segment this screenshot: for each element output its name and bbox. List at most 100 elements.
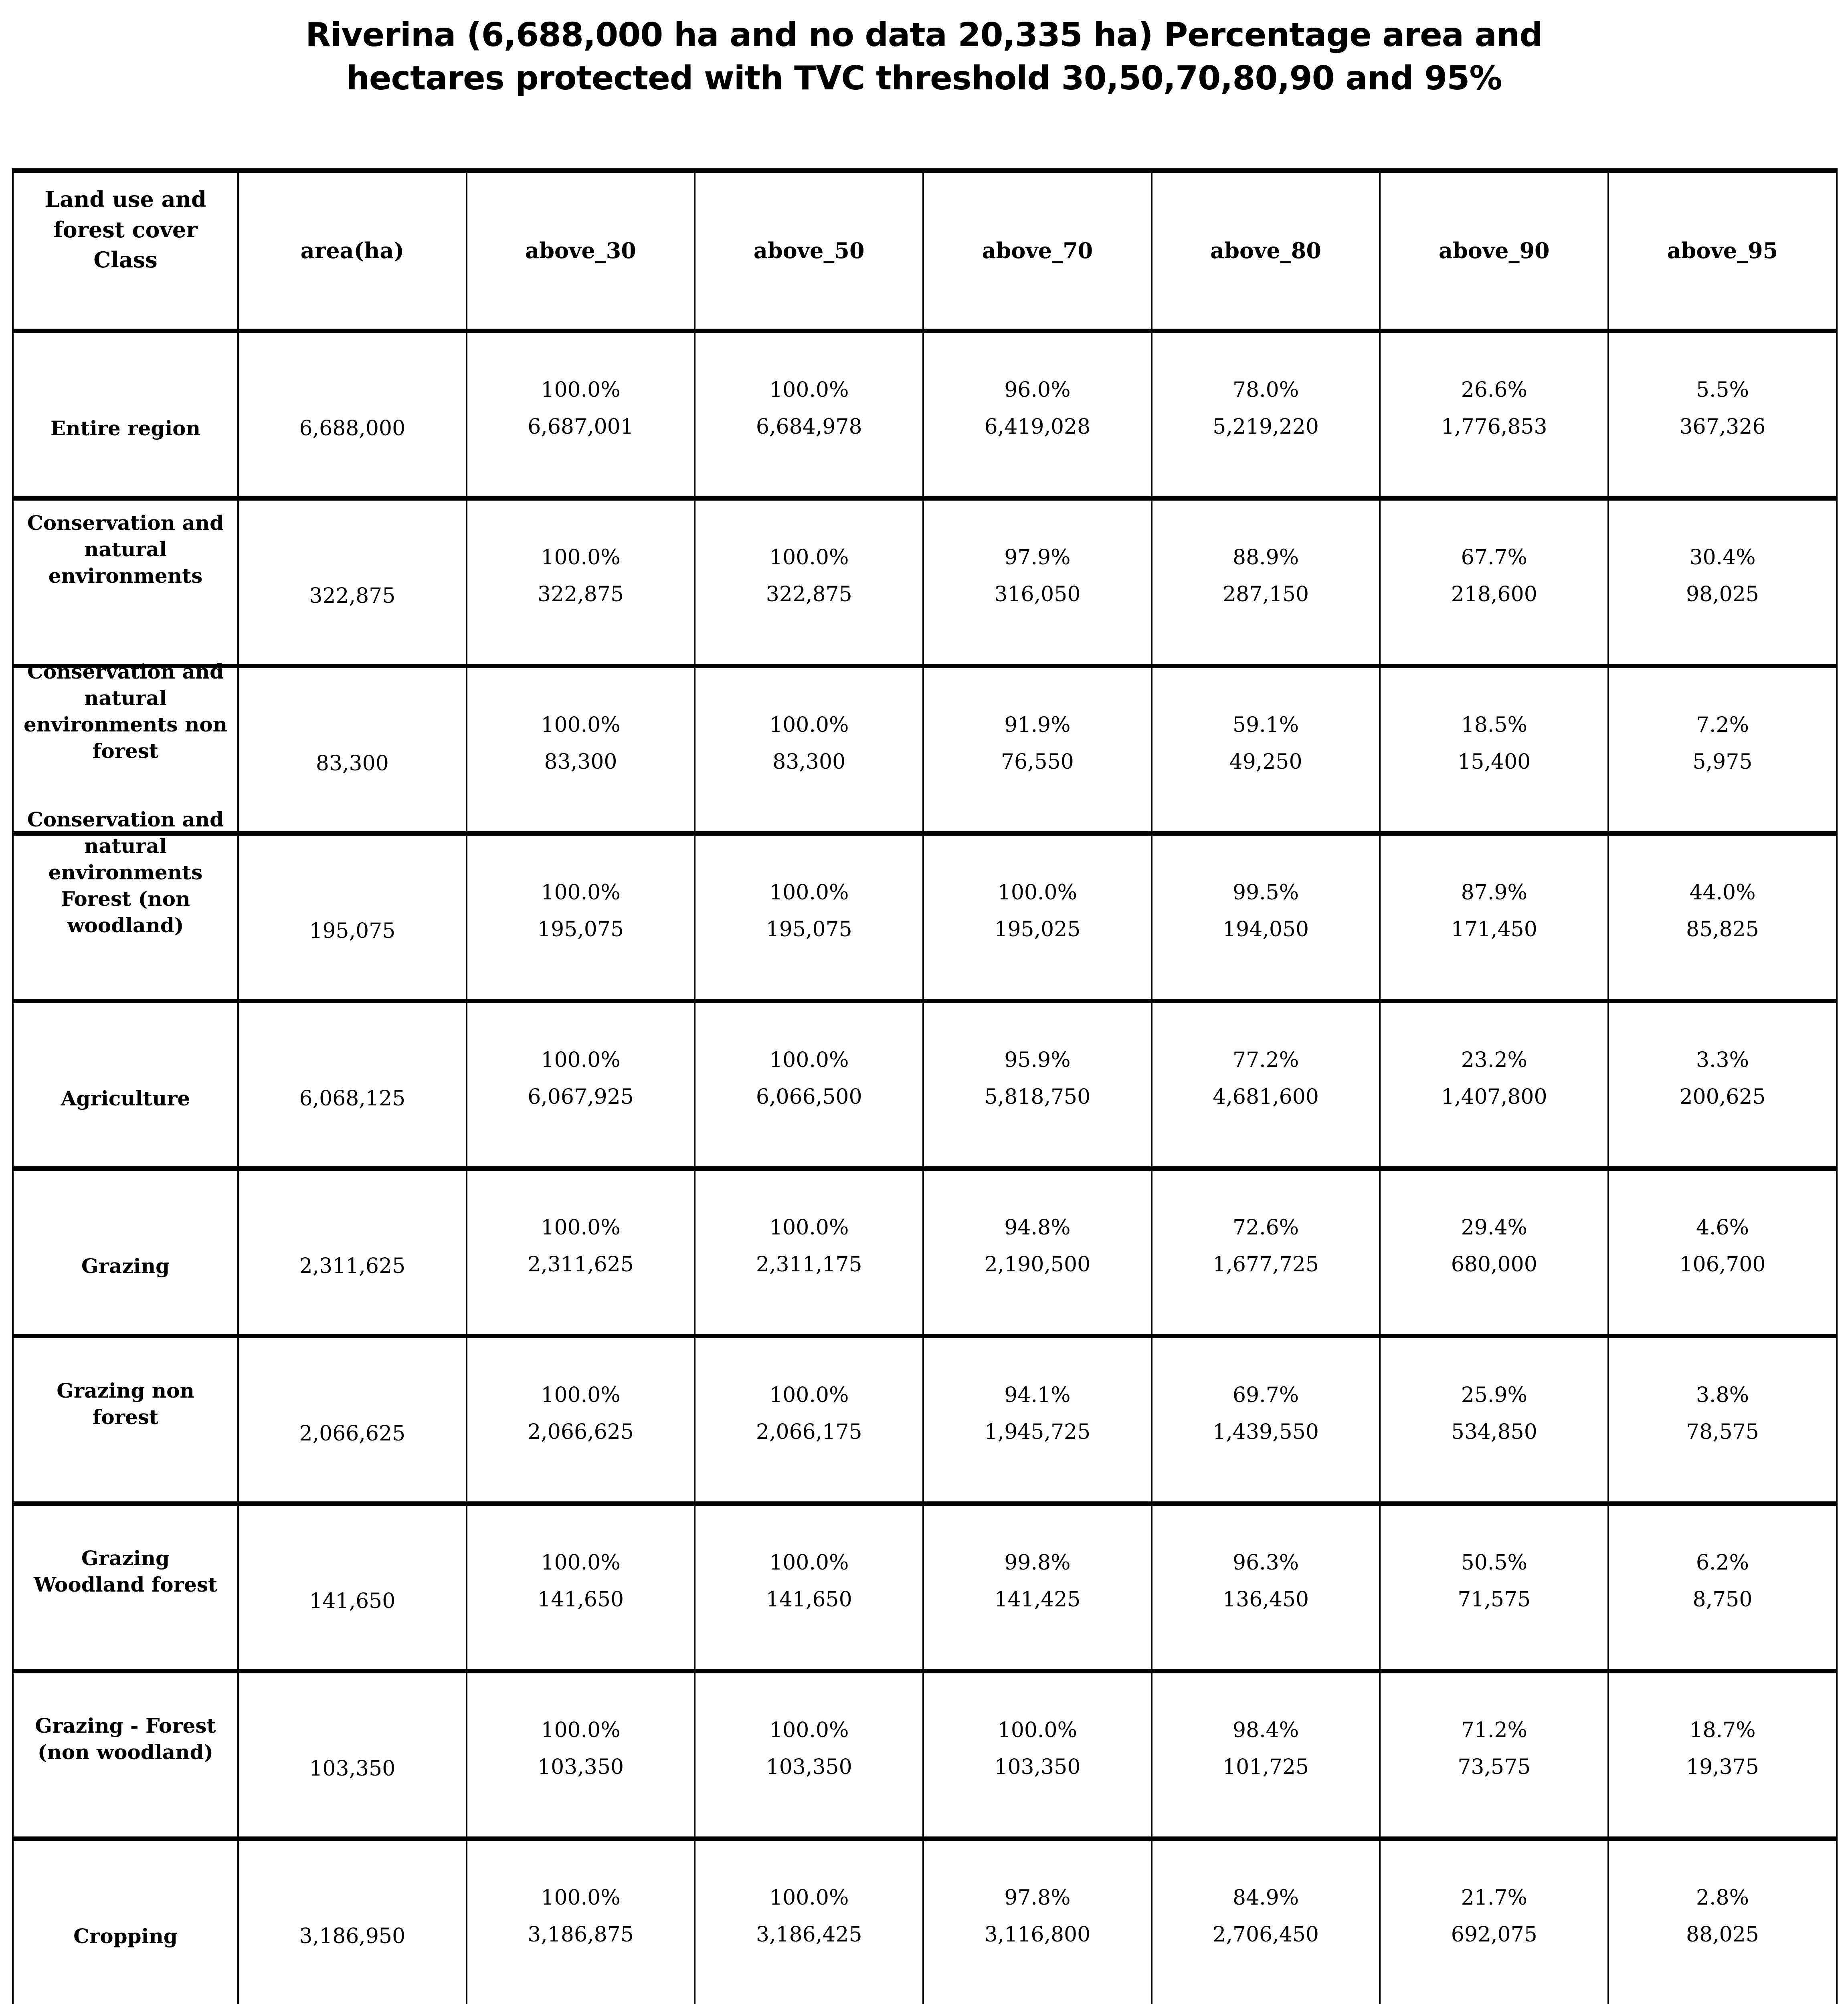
threshold-cell-above_95: 3.3% 200,625 <box>1607 999 1838 1171</box>
threshold-cell-above_95: 30.4% 98,025 <box>1607 496 1838 668</box>
hectares-value: 6,684,978 <box>756 414 862 439</box>
percent-value: 98.4% <box>1232 1718 1299 1742</box>
percent-value: 100.0% <box>541 1215 621 1240</box>
hectares-value: 218,600 <box>1451 582 1537 606</box>
table-row: Grazing non forest 2,066,625 100.0% 2,066,6… <box>12 1334 1838 1506</box>
hectares-value: 194,050 <box>1223 917 1309 941</box>
area-cell: 3,186,950 <box>237 1836 467 2004</box>
threshold-cell-above_70: 97.9% 316,050 <box>922 496 1152 668</box>
percent-value: 25.9% <box>1461 1383 1527 1407</box>
percent-value: 100.0% <box>541 1383 621 1407</box>
hectares-value: 287,150 <box>1223 582 1309 606</box>
threshold-cell-above_80: 88.9% 287,150 <box>1150 496 1381 668</box>
area-cell: 141,650 <box>237 1501 467 1673</box>
percent-value: 29.4% <box>1461 1215 1527 1240</box>
threshold-cell-above_90: 21.7% 692,075 <box>1379 1836 1609 2004</box>
hectares-value: 2,311,625 <box>528 1252 634 1277</box>
column-header-3: above_50 <box>694 168 924 333</box>
column-header-label: above_90 <box>1438 237 1550 263</box>
hectares-value: 88,025 <box>1686 1922 1759 1947</box>
area-cell: 322,875 <box>237 496 467 668</box>
percent-value: 97.9% <box>1004 545 1071 570</box>
hectares-value: 322,875 <box>766 582 852 606</box>
column-header-label: above_95 <box>1667 237 1778 263</box>
threshold-cell-above_70: 100.0% 103,350 <box>922 1669 1152 1841</box>
threshold-cell-above_80: 69.7% 1,439,550 <box>1150 1334 1381 1506</box>
percent-value: 100.0% <box>769 1048 849 1072</box>
percent-value: 18.7% <box>1689 1718 1756 1742</box>
threshold-cell-above_30: 100.0% 6,687,001 <box>465 329 696 501</box>
area-cell: 83,300 <box>237 664 467 836</box>
hectares-value: 1,407,800 <box>1441 1085 1547 1109</box>
column-header-2: above_30 <box>465 168 696 333</box>
hectares-value: 5,818,750 <box>984 1085 1091 1109</box>
area-value: 6,068,125 <box>299 1086 406 1111</box>
percent-value: 100.0% <box>997 1718 1078 1742</box>
hectares-value: 136,450 <box>1223 1587 1309 1612</box>
hectares-value: 73,575 <box>1458 1755 1531 1779</box>
hectares-value: 200,625 <box>1679 1085 1766 1109</box>
hectares-value: 76,550 <box>1001 749 1074 774</box>
threshold-cell-above_95: 6.2% 8,750 <box>1607 1501 1838 1673</box>
threshold-cell-above_30: 100.0% 2,066,625 <box>465 1334 696 1506</box>
percent-value: 26.6% <box>1461 378 1527 402</box>
column-header-5: above_80 <box>1150 168 1381 333</box>
threshold-cell-above_80: 98.4% 101,725 <box>1150 1669 1381 1841</box>
threshold-cell-above_90: 29.4% 680,000 <box>1379 1166 1609 1338</box>
percent-value: 100.0% <box>541 378 621 402</box>
threshold-cell-above_50: 100.0% 195,075 <box>694 831 924 1003</box>
percent-value: 3.3% <box>1696 1048 1749 1072</box>
column-header-label: Land use and forest cover Class <box>44 186 206 273</box>
hectares-value: 106,700 <box>1679 1252 1766 1277</box>
percent-value: 100.0% <box>541 545 621 570</box>
threshold-cell-above_90: 87.9% 171,450 <box>1379 831 1609 1003</box>
table-row: Conservation and natural environments no… <box>12 660 1838 836</box>
threshold-cell-above_95: 7.2% 5,975 <box>1607 664 1838 836</box>
threshold-cell-above_90: 67.7% 218,600 <box>1379 496 1609 668</box>
percent-value: 100.0% <box>769 880 849 905</box>
threshold-cell-above_70: 96.0% 6,419,028 <box>922 329 1152 501</box>
hectares-value: 83,300 <box>544 749 617 774</box>
threshold-cell-above_90: 18.5% 15,400 <box>1379 664 1609 836</box>
percent-value: 67.7% <box>1461 545 1527 570</box>
percent-value: 95.9% <box>1004 1048 1071 1072</box>
row-label: Grazing Woodland forest <box>33 1546 218 1596</box>
percent-value: 94.1% <box>1004 1383 1071 1407</box>
hectares-value: 680,000 <box>1451 1252 1537 1277</box>
threshold-cell-above_90: 26.6% 1,776,853 <box>1379 329 1609 501</box>
hectares-value: 98,025 <box>1686 582 1759 606</box>
hectares-value: 195,075 <box>538 917 624 941</box>
hectares-value: 2,190,500 <box>984 1252 1091 1277</box>
row-label: Agriculture <box>61 1086 190 1110</box>
percent-value: 96.3% <box>1232 1550 1299 1575</box>
hectares-value: 19,375 <box>1686 1755 1759 1779</box>
threshold-cell-above_50: 100.0% 3,186,425 <box>694 1836 924 2004</box>
threshold-cell-above_90: 23.2% 1,407,800 <box>1379 999 1609 1171</box>
percent-value: 100.0% <box>997 880 1078 905</box>
threshold-cell-above_50: 100.0% 322,875 <box>694 496 924 668</box>
percent-value: 100.0% <box>769 378 849 402</box>
threshold-cell-above_90: 50.5% 71,575 <box>1379 1501 1609 1673</box>
hectares-value: 692,075 <box>1451 1922 1537 1947</box>
percent-value: 100.0% <box>769 1383 849 1407</box>
percent-value: 6.2% <box>1696 1550 1749 1575</box>
threshold-cell-above_30: 100.0% 83,300 <box>465 664 696 836</box>
table-row: Grazing - Forest (non woodland) 103,350 10… <box>12 1669 1838 1841</box>
percent-value: 7.2% <box>1696 713 1749 737</box>
hectares-value: 2,066,625 <box>528 1420 634 1444</box>
percent-value: 18.5% <box>1461 713 1527 737</box>
hectares-value: 103,350 <box>538 1755 624 1779</box>
hectares-value: 103,350 <box>766 1755 852 1779</box>
table-row: Conservation and natural environments 322… <box>12 496 1838 668</box>
hectares-value: 5,219,220 <box>1213 414 1319 439</box>
hectares-value: 71,575 <box>1458 1587 1531 1612</box>
table-row: Conservation and natural environments Fo… <box>12 808 1838 1003</box>
threshold-cell-above_70: 91.9% 76,550 <box>922 664 1152 836</box>
threshold-cell-above_95: 5.5% 367,326 <box>1607 329 1838 501</box>
percent-value: 72.6% <box>1232 1215 1299 1240</box>
threshold-cell-above_50: 100.0% 6,066,500 <box>694 999 924 1171</box>
row-label: Conservation and natural environments no… <box>23 659 228 763</box>
percent-value: 96.0% <box>1004 378 1071 402</box>
column-header-label: area(ha) <box>300 237 404 263</box>
area-value: 83,300 <box>315 751 389 776</box>
